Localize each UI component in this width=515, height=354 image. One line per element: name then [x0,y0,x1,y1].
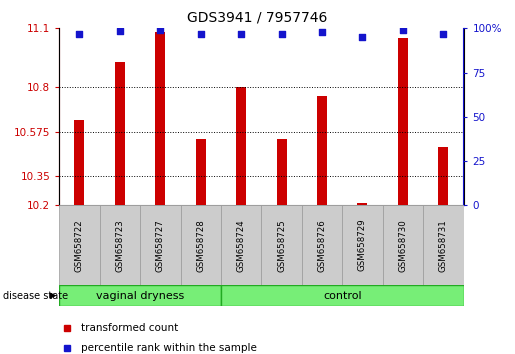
Bar [383,205,423,285]
Bar [342,205,383,285]
Point [278,31,286,36]
Bar [74,120,84,205]
Point [156,27,164,33]
Point [116,28,124,34]
Point [439,31,448,36]
Bar [115,62,125,205]
Point [358,34,367,40]
Bar [277,139,287,205]
Text: vaginal dryness: vaginal dryness [96,291,184,301]
Bar [236,87,246,205]
Bar [100,205,140,285]
Bar [221,205,261,285]
Point [318,29,326,35]
Bar [196,139,206,205]
Point [75,31,83,36]
Bar [261,205,302,285]
Text: GSM658722: GSM658722 [75,219,84,272]
Bar [59,285,221,306]
Bar [317,96,327,205]
Bar [59,205,100,285]
Text: percentile rank within the sample: percentile rank within the sample [81,343,258,353]
Point [197,31,205,36]
Point [237,31,245,36]
Text: GDS3941 / 7957746: GDS3941 / 7957746 [187,11,328,25]
Bar [423,205,464,285]
Point [399,27,407,33]
Text: GSM658723: GSM658723 [115,219,124,272]
Text: GSM658724: GSM658724 [237,219,246,272]
Bar [357,203,368,205]
Text: GSM658731: GSM658731 [439,219,448,272]
Text: GSM658730: GSM658730 [399,219,407,272]
Text: GSM658726: GSM658726 [318,219,327,272]
Bar [221,285,464,306]
Text: GSM658727: GSM658727 [156,219,165,272]
Text: GSM658725: GSM658725 [277,219,286,272]
Bar [140,205,180,285]
Bar [438,147,449,205]
Text: GSM658729: GSM658729 [358,219,367,272]
Bar [398,38,408,205]
Bar [180,205,221,285]
Text: disease state: disease state [3,291,67,301]
Text: GSM658728: GSM658728 [196,219,205,272]
Bar [155,32,165,205]
Bar [302,205,342,285]
Text: control: control [323,291,362,301]
Text: transformed count: transformed count [81,322,179,332]
